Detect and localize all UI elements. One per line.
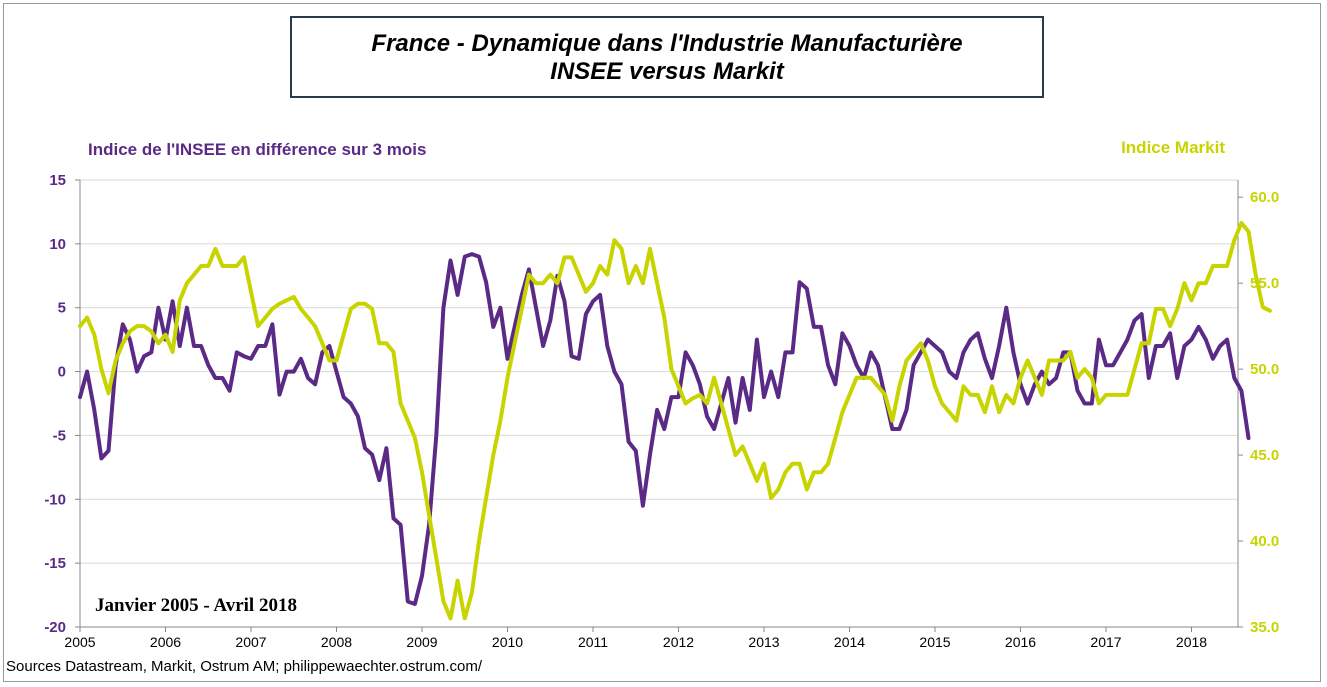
left-axis-label: Indice de l'INSEE en différence sur 3 mo… bbox=[88, 140, 427, 159]
y-left-tick-label: 5 bbox=[58, 300, 66, 317]
y-left-tick-label: 0 bbox=[58, 364, 66, 381]
right-axis-label: Indice Markit bbox=[1121, 138, 1225, 157]
chart-frame bbox=[3, 3, 1321, 682]
x-tick-label: 2010 bbox=[492, 634, 523, 650]
period-label: Janvier 2005 - Avril 2018 bbox=[95, 595, 297, 616]
x-tick-label: 2008 bbox=[321, 634, 352, 650]
y-left-tick-label: -10 bbox=[44, 491, 66, 508]
x-tick-label: 2006 bbox=[150, 634, 181, 650]
x-tick-label: 2015 bbox=[919, 634, 950, 650]
y-right-tick-label: 45.0 bbox=[1250, 447, 1279, 464]
chart-title-line1: France - Dynamique dans l'Industrie Manu… bbox=[371, 30, 963, 57]
x-tick-label: 2018 bbox=[1176, 634, 1207, 650]
y-left-tick-label: 10 bbox=[49, 236, 66, 253]
y-left-tick-label: 15 bbox=[49, 172, 66, 189]
x-tick-label: 2016 bbox=[1005, 634, 1036, 650]
y-left-tick-label: -20 bbox=[44, 619, 66, 636]
chart-title-line2: INSEE versus Markit bbox=[550, 58, 784, 85]
x-tick-label: 2007 bbox=[235, 634, 266, 650]
y-right-tick-label: 60.0 bbox=[1250, 189, 1279, 206]
y-left-tick-label: -15 bbox=[44, 555, 66, 572]
y-right-tick-label: 40.0 bbox=[1250, 533, 1279, 550]
x-tick-label: 2009 bbox=[406, 634, 437, 650]
y-right-tick-label: 50.0 bbox=[1250, 361, 1279, 378]
insee-series-line bbox=[78, 252, 1251, 606]
x-tick-label: 2011 bbox=[578, 634, 608, 650]
x-tick-label: 2005 bbox=[64, 634, 95, 650]
y-right-tick-label: 35.0 bbox=[1250, 619, 1279, 636]
x-tick-label: 2013 bbox=[748, 634, 779, 650]
chart-title-box: France - Dynamique dans l'Industrie Manu… bbox=[290, 16, 1044, 98]
x-tick-label: 2014 bbox=[834, 634, 865, 650]
x-tick-label: 2012 bbox=[663, 634, 694, 650]
y-left-tick-label: -5 bbox=[53, 427, 66, 444]
sources-note: Sources Datastream, Markit, Ostrum AM; p… bbox=[6, 658, 482, 675]
x-tick-label: 2017 bbox=[1090, 634, 1121, 650]
markit-series-line bbox=[78, 221, 1272, 621]
